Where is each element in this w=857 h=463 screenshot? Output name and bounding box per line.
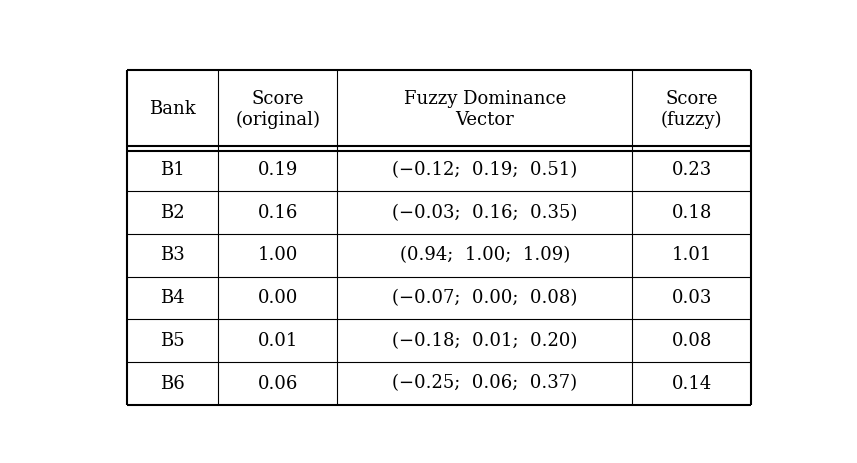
Text: 0.08: 0.08 <box>672 332 712 350</box>
Text: Score
(fuzzy): Score (fuzzy) <box>661 90 722 129</box>
Text: B3: B3 <box>160 246 185 264</box>
Text: 0.03: 0.03 <box>672 289 712 307</box>
Text: B5: B5 <box>160 332 185 350</box>
Text: (−0.12;  0.19;  0.51): (−0.12; 0.19; 0.51) <box>393 161 578 179</box>
Text: (−0.25;  0.06;  0.37): (−0.25; 0.06; 0.37) <box>393 375 578 393</box>
Text: (−0.07;  0.00;  0.08): (−0.07; 0.00; 0.08) <box>393 289 578 307</box>
Text: Fuzzy Dominance
Vector: Fuzzy Dominance Vector <box>404 90 566 129</box>
Text: B4: B4 <box>160 289 185 307</box>
Text: 0.14: 0.14 <box>672 375 712 393</box>
Text: (−0.03;  0.16;  0.35): (−0.03; 0.16; 0.35) <box>393 204 578 222</box>
Text: 1.00: 1.00 <box>258 246 298 264</box>
Text: 0.01: 0.01 <box>258 332 298 350</box>
Text: 0.19: 0.19 <box>258 161 298 179</box>
Text: 0.16: 0.16 <box>258 204 298 222</box>
Text: Score
(original): Score (original) <box>236 90 321 129</box>
Text: (−0.18;  0.01;  0.20): (−0.18; 0.01; 0.20) <box>393 332 578 350</box>
Text: 1.01: 1.01 <box>672 246 712 264</box>
Text: (0.94;  1.00;  1.09): (0.94; 1.00; 1.09) <box>399 246 570 264</box>
Text: 0.18: 0.18 <box>672 204 712 222</box>
Text: Bank: Bank <box>149 100 196 118</box>
Text: B6: B6 <box>160 375 185 393</box>
Text: B2: B2 <box>160 204 185 222</box>
Text: 0.06: 0.06 <box>258 375 298 393</box>
Text: B1: B1 <box>160 161 185 179</box>
Text: 0.00: 0.00 <box>258 289 298 307</box>
Text: 0.23: 0.23 <box>672 161 712 179</box>
